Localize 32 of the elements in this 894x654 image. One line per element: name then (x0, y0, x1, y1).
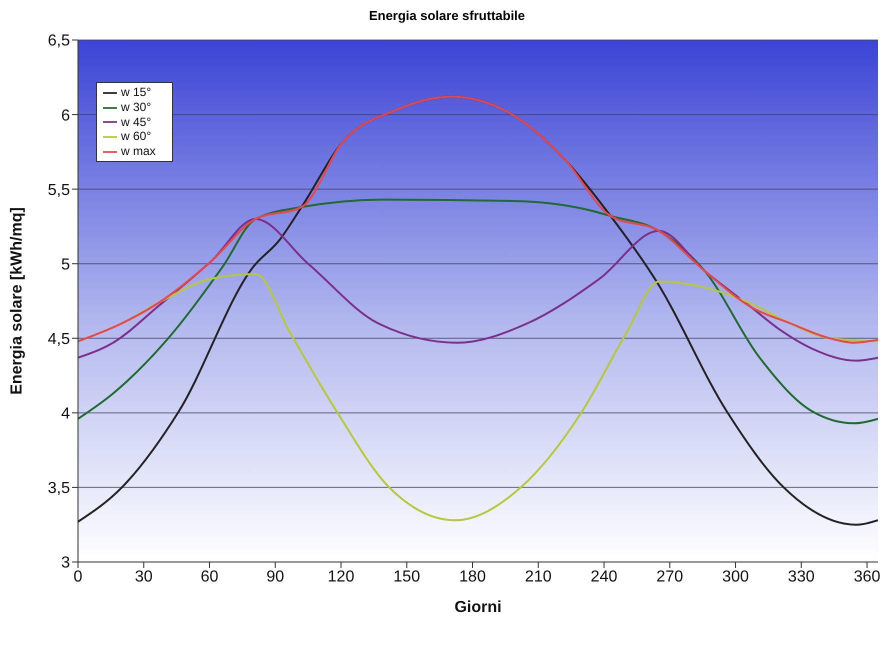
y-tick-label: 3,5 (48, 480, 70, 498)
line-series (78, 218, 878, 362)
legend-label: w max (121, 144, 156, 158)
x-tick-label: 210 (524, 568, 552, 586)
legend-label: w 60° (121, 129, 152, 144)
x-tick-label: 60 (200, 568, 219, 586)
legend-label: w 30° (121, 100, 152, 114)
x-tick-label: 0 (74, 568, 83, 586)
y-tick-label: 6,5 (48, 32, 70, 50)
x-tick-label: 240 (590, 568, 618, 586)
x-tick-label: 300 (722, 568, 749, 586)
line-series (78, 96, 878, 344)
y-tick-label: 5,5 (48, 182, 70, 199)
x-tick-label: 270 (656, 568, 684, 586)
y-axis-title: Energia solare [kWh/mq] (8, 207, 26, 395)
x-tick-label: 360 (854, 568, 880, 586)
x-tick-label: 330 (788, 568, 815, 586)
x-tick-label: 180 (459, 568, 486, 586)
x-tick-label: 150 (393, 568, 420, 586)
y-tick-label: 4,5 (48, 330, 70, 348)
x-axis-title: Giorni (454, 599, 502, 616)
x-tick-label: 90 (266, 568, 284, 586)
y-tick-label: 5 (61, 256, 70, 274)
y-tick-label: 6 (61, 107, 70, 124)
y-tick-label: 3 (61, 554, 70, 572)
chart-title: Energia solare sfruttabile (368, 8, 526, 25)
y-tick-label: 4 (61, 406, 70, 423)
x-tick-label: 120 (328, 568, 354, 586)
line-series (78, 198, 878, 424)
legend-label: w 15° (121, 85, 152, 99)
x-tick-label: 30 (134, 568, 153, 586)
legend-label: w 45° (121, 114, 152, 129)
